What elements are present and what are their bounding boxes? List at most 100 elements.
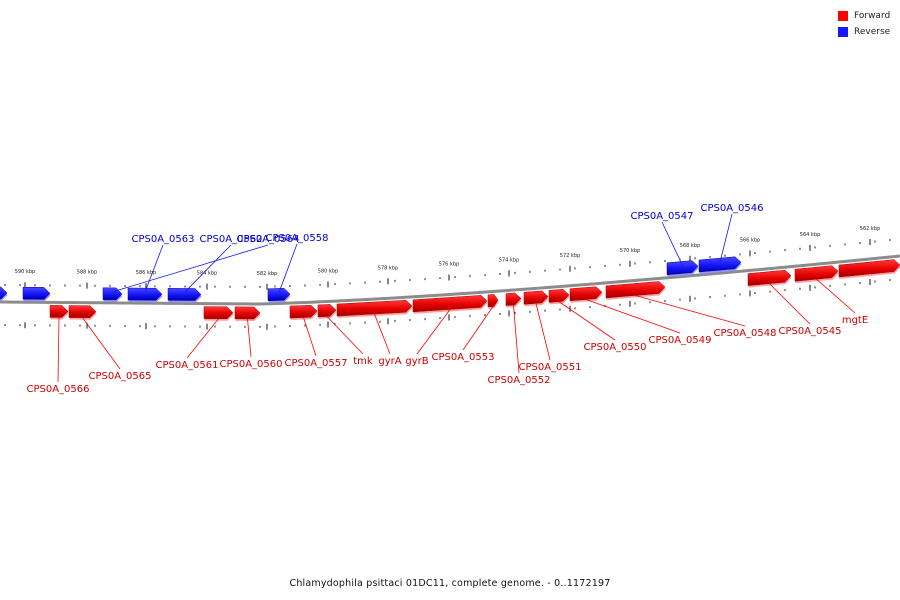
scale-label: 582 kbp bbox=[257, 271, 277, 277]
legend-forward: Forward bbox=[838, 8, 900, 23]
reverse-swatch bbox=[838, 26, 848, 37]
leader-line bbox=[82, 317, 121, 370]
gene-label: CPS0A_0565 bbox=[88, 371, 151, 382]
gene-cps0a_0553 bbox=[487, 294, 499, 309]
gene-label: CPS0A_0548 bbox=[713, 328, 776, 339]
gene-label: CPS0A_0557 bbox=[284, 358, 347, 369]
gene-label: mgtE bbox=[842, 315, 868, 326]
scale-label: 574 kbp bbox=[499, 257, 519, 263]
leader-line bbox=[661, 221, 683, 266]
scale-label: 570 kbp bbox=[620, 248, 640, 254]
gene-cps0a_0558 bbox=[267, 288, 291, 303]
gene-cps0a_0551 bbox=[523, 290, 549, 307]
gene-label: CPS0A_0546 bbox=[700, 203, 763, 214]
gene-label: CPS0A_0547 bbox=[630, 211, 693, 222]
gene-arrow-edge bbox=[0, 286, 8, 302]
leader-line bbox=[247, 318, 252, 358]
scale-label: 568 kbp bbox=[680, 243, 700, 249]
gene-arrow bbox=[49, 305, 69, 318]
gene-cps0a_0565 bbox=[68, 305, 97, 320]
gene-cps0a_0562 bbox=[167, 288, 202, 303]
gene-label: gyrB bbox=[405, 356, 428, 367]
leader-line bbox=[278, 243, 298, 293]
scale-ticks: 590 kbp 588 kbp 586 kbp 584 kbp 582 kbp 580 k… bbox=[4, 226, 891, 330]
gene-label: CPS0A_0553 bbox=[431, 352, 494, 363]
leader-line bbox=[558, 301, 616, 341]
leader-line bbox=[57, 317, 60, 383]
scale-label: 590 kbp bbox=[15, 269, 35, 275]
gene-label: tmk bbox=[353, 356, 373, 367]
gene-label: CPS0A_0552 bbox=[487, 375, 550, 386]
gene-arrow bbox=[234, 306, 261, 320]
gene-label: CPS0A_0549 bbox=[648, 335, 711, 346]
gene-arrow bbox=[666, 260, 699, 276]
legend-reverse: Reverse bbox=[838, 24, 900, 39]
gene-arrow bbox=[267, 288, 291, 302]
label-leaders bbox=[57, 213, 856, 383]
gene-arrow bbox=[317, 304, 337, 318]
scale-label: 588 kbp bbox=[77, 270, 97, 276]
leader-line bbox=[184, 244, 232, 293]
gene-cps0a_0563 bbox=[127, 287, 163, 303]
scale-label: 578 kbp bbox=[378, 265, 398, 271]
leader-line bbox=[462, 306, 494, 351]
gene-arrow bbox=[569, 286, 603, 302]
legend-reverse-label: Reverse bbox=[854, 26, 891, 37]
leader-line bbox=[635, 295, 746, 327]
gene-gyrb bbox=[412, 295, 488, 314]
gene-arrow bbox=[523, 290, 549, 305]
gene-label: CPS0A_0550 bbox=[583, 342, 646, 353]
scale-label: 572 kbp bbox=[560, 253, 580, 259]
gene-cps0a_0545 bbox=[747, 269, 792, 288]
leader-line bbox=[112, 244, 269, 293]
gene-arrow bbox=[747, 269, 792, 286]
leader-line bbox=[416, 309, 451, 355]
scale-label: 584 kbp bbox=[197, 271, 217, 277]
leader-line bbox=[769, 283, 811, 325]
gene-cps0a_0560 bbox=[234, 306, 261, 321]
gene-label: CPS0A_0561 bbox=[155, 360, 218, 371]
gene-arrow bbox=[838, 259, 900, 278]
scale-label: 576 kbp bbox=[439, 262, 459, 268]
gene-features bbox=[0, 256, 900, 321]
gene-arrow bbox=[0, 286, 8, 300]
gene-arrow bbox=[336, 299, 413, 317]
scale-label: 562 kbp bbox=[860, 226, 880, 232]
gene-arrow bbox=[22, 286, 51, 300]
gene-arrow bbox=[794, 265, 839, 282]
map-caption: Chlamydophila psittaci 01DC11, complete … bbox=[289, 578, 611, 589]
leader-line bbox=[326, 316, 364, 355]
forward-swatch bbox=[838, 10, 848, 21]
gene-arrow bbox=[289, 304, 318, 319]
leader-line bbox=[374, 313, 391, 355]
gene-label: CPS0A_0562 bbox=[199, 234, 262, 245]
gene-label: CPS0A_0566 bbox=[26, 384, 89, 395]
gene-cps0a_0547 bbox=[666, 260, 699, 277]
gene-arrow bbox=[487, 294, 499, 308]
leader-line bbox=[513, 304, 520, 374]
gene-gyra bbox=[336, 299, 413, 319]
gene-label: CPS0A_0558 bbox=[265, 233, 328, 244]
gene-label: CPS0A_0563 bbox=[131, 234, 194, 245]
gene-label: CPS0A_0560 bbox=[219, 359, 282, 370]
leader-line bbox=[585, 299, 681, 334]
leader-line bbox=[816, 278, 856, 314]
leader-line bbox=[303, 317, 317, 357]
gene-label: gyrA bbox=[378, 356, 401, 367]
gene-cps0a_0549 bbox=[569, 286, 603, 303]
gene-arrow bbox=[203, 306, 234, 320]
legend: Forward Reverse bbox=[838, 8, 900, 40]
gene-arrow bbox=[68, 305, 97, 318]
gene-arrow bbox=[167, 288, 202, 301]
gene-label: CPS0A_0545 bbox=[778, 326, 841, 337]
gene-cps0a_0566 bbox=[49, 305, 69, 320]
leader-line bbox=[719, 213, 733, 263]
genome-backbone bbox=[0, 254, 900, 306]
gene-arrow bbox=[127, 287, 163, 301]
leader-line bbox=[186, 318, 219, 359]
gene-tmk bbox=[317, 304, 337, 319]
scale-label: 564 kbp bbox=[800, 232, 820, 238]
scale-label: 566 kbp bbox=[740, 237, 760, 243]
leader-line bbox=[535, 303, 551, 361]
